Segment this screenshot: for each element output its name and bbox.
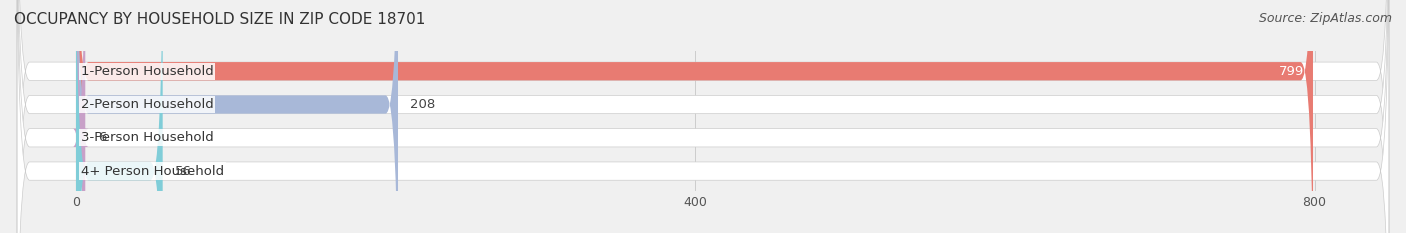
FancyBboxPatch shape [17, 0, 1389, 233]
FancyBboxPatch shape [17, 0, 1389, 233]
FancyBboxPatch shape [17, 0, 1389, 233]
Text: 6: 6 [97, 131, 105, 144]
FancyBboxPatch shape [73, 0, 89, 233]
Text: Source: ZipAtlas.com: Source: ZipAtlas.com [1258, 12, 1392, 25]
Text: 208: 208 [411, 98, 436, 111]
Text: 4+ Person Household: 4+ Person Household [80, 164, 224, 178]
FancyBboxPatch shape [17, 0, 1389, 233]
FancyBboxPatch shape [76, 0, 398, 233]
FancyBboxPatch shape [76, 0, 163, 233]
Text: OCCUPANCY BY HOUSEHOLD SIZE IN ZIP CODE 18701: OCCUPANCY BY HOUSEHOLD SIZE IN ZIP CODE … [14, 12, 426, 27]
Text: 799: 799 [1278, 65, 1303, 78]
FancyBboxPatch shape [76, 0, 1313, 233]
Text: 3-Person Household: 3-Person Household [80, 131, 214, 144]
Text: 2-Person Household: 2-Person Household [80, 98, 214, 111]
Text: 1-Person Household: 1-Person Household [80, 65, 214, 78]
Text: 56: 56 [176, 164, 193, 178]
